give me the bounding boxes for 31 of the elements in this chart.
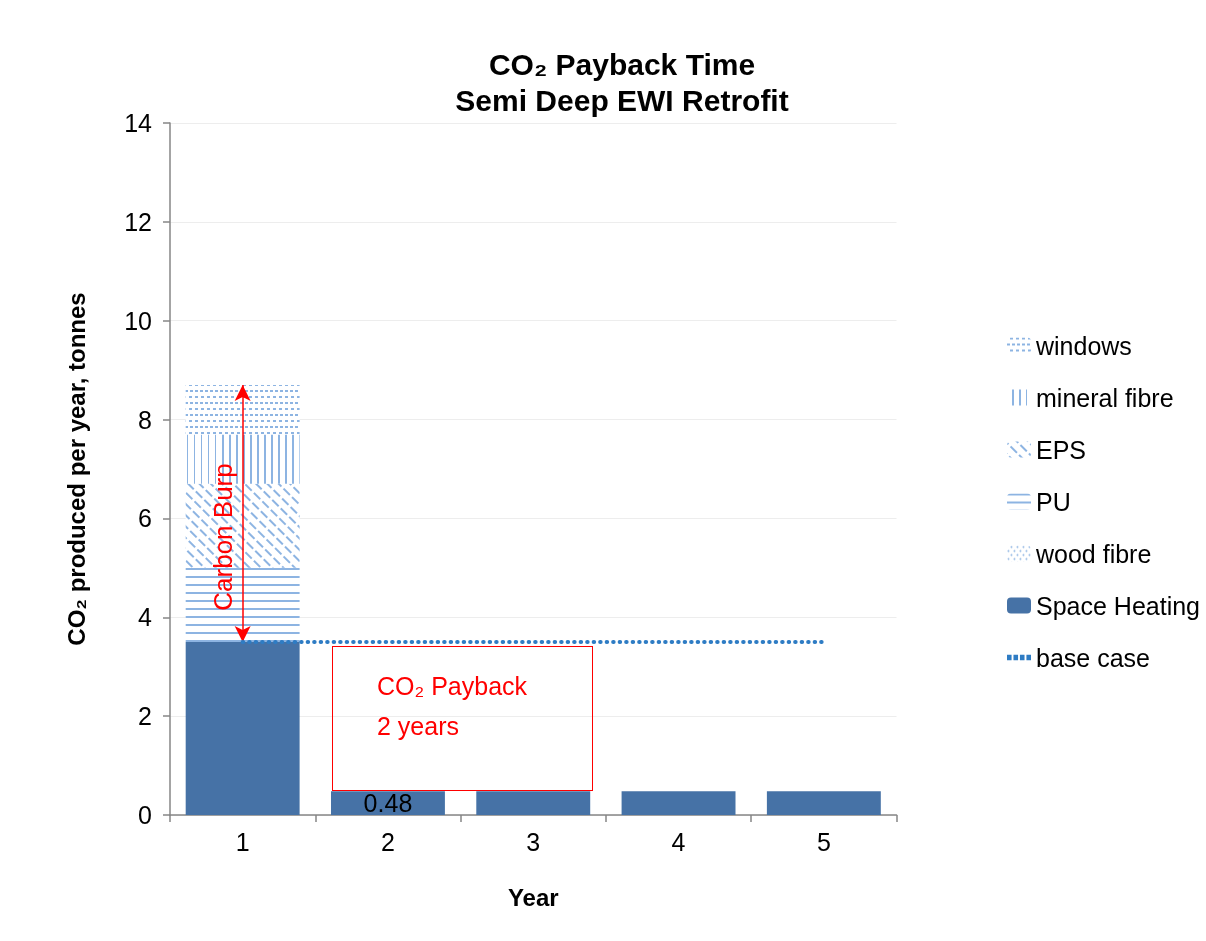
annotation: Carbon Burp (208, 463, 238, 611)
y-tick-label: 8 (138, 405, 152, 434)
data-label: 0.48 (363, 788, 413, 817)
x-tick-label: 1 (235, 827, 250, 856)
bar (621, 791, 736, 815)
legend-label: mineral fibre (1036, 383, 1174, 412)
legend-label: Space Heating (1036, 591, 1201, 620)
chart-subtitle: Semi Deep EWI Retrofit (455, 83, 789, 117)
bar (766, 791, 881, 815)
y-axis-title: CO₂ produced per year, tonnes (62, 292, 90, 646)
y-tick-label: 6 (138, 504, 152, 533)
legend-label: wood fibre (1035, 539, 1152, 568)
x-tick-label: 3 (526, 827, 541, 856)
legend-label: windows (1035, 331, 1132, 360)
legend-label: base case (1036, 643, 1150, 672)
bar (185, 642, 300, 815)
x-axis-title: Year (507, 883, 559, 911)
legend-label: EPS (1036, 435, 1087, 464)
y-tick-label: 0 (138, 801, 152, 829)
x-tick-label: 5 (816, 827, 831, 856)
chart-title: CO₂ Payback Time (488, 47, 756, 81)
y-tick-label: 4 (138, 603, 153, 632)
y-tick-label: 10 (124, 306, 152, 335)
annotation: CO₂ Payback 2 years (377, 671, 529, 742)
bar (476, 791, 591, 815)
y-tick-label: 12 (124, 207, 152, 236)
y-tick-label: 2 (138, 702, 152, 731)
x-tick-label: 2 (381, 827, 395, 856)
x-tick-label: 4 (671, 827, 686, 856)
y-tick-label: 14 (124, 109, 153, 137)
legend-label: PU (1036, 487, 1071, 516)
